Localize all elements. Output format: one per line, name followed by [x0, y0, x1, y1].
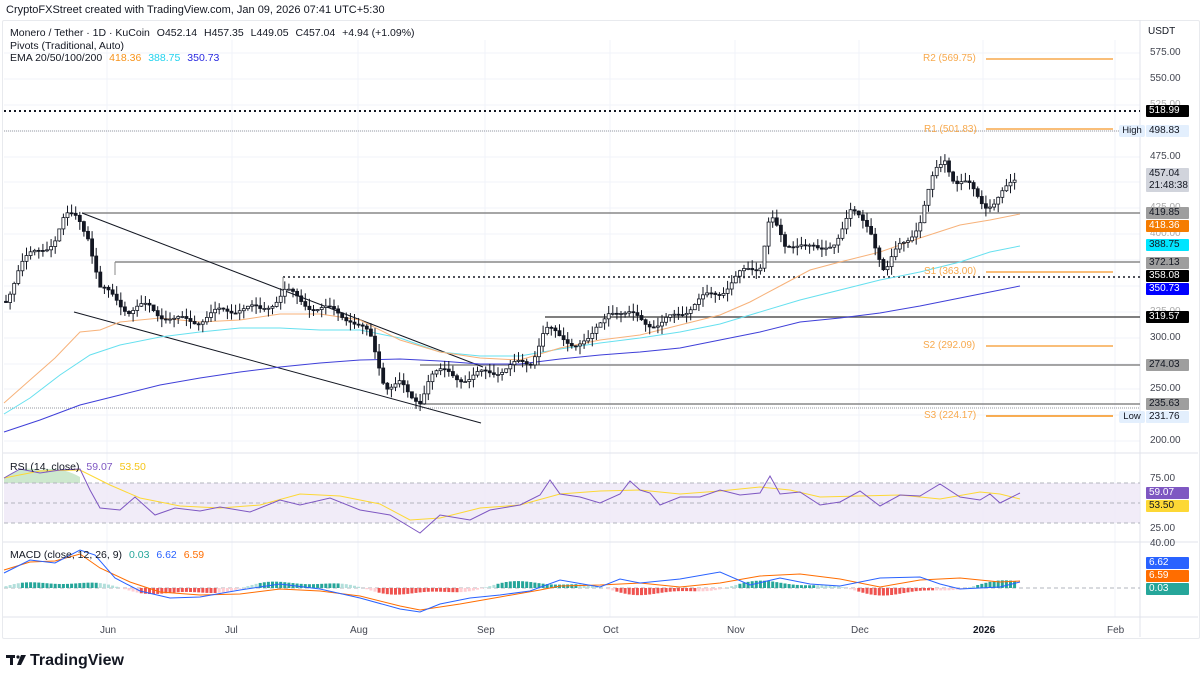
price-tick: 300.00 [1150, 332, 1181, 343]
time-tick-jul: Jul [225, 625, 238, 636]
macd-signal-line [3, 553, 1021, 611]
chart-frame [2, 20, 1200, 639]
rsi-ma-value: 53.50 [119, 461, 146, 473]
macd-tick: 40.00 [1150, 538, 1176, 549]
rsi-tag: 59.07 [1146, 487, 1189, 499]
pivot-s3-label: S3 (224.17) [924, 410, 977, 421]
support-resistance-lines[interactable] [4, 110, 1140, 409]
macd-hist-tag: 0.03 [1146, 583, 1189, 595]
bar-countdown: 21:48:38 [1149, 180, 1188, 191]
price-tick: 550.00 [1150, 73, 1181, 84]
rsi-legend[interactable]: RSI (14, close) 59.07 53.50 [10, 461, 150, 474]
pivot-lines [986, 58, 1113, 417]
time-tick-aug: Aug [350, 625, 368, 636]
ohlc-low: L449.05 [250, 27, 289, 39]
macd-signal-value: 6.59 [183, 549, 205, 561]
low-tag: 231.76 [1146, 411, 1189, 423]
high-tag: 498.83 [1146, 125, 1189, 137]
macd-value: 6.62 [156, 549, 177, 561]
rsi-tick: 25.00 [1150, 523, 1176, 534]
pivots-label: Pivots (Traditional, Auto) [10, 40, 124, 52]
price-grid [4, 52, 1140, 442]
ema100-line [3, 245, 1021, 415]
ohlc-high: H457.35 [204, 27, 244, 39]
macd-label: MACD (close, 12, 26, 9) [10, 549, 123, 561]
rsi-ma-tag: 53.50 [1146, 500, 1189, 512]
time-tick-jun: Jun [100, 625, 117, 636]
time-tick-oct: Oct [603, 625, 619, 636]
macd-line [3, 549, 1021, 613]
ema50-tag: 388.75 [1146, 239, 1189, 251]
ema100-tag: 350.73 [1146, 283, 1189, 295]
pivot-r2-label: R2 (569.75) [923, 53, 976, 64]
last-price-tag: 457.04 21:48:38 [1146, 168, 1189, 192]
ohlc-open: O452.14 [156, 27, 198, 39]
price-tick: 525.00 [1150, 99, 1181, 110]
macd-hist-value: 0.03 [128, 549, 150, 561]
price-tick: 250.00 [1150, 383, 1181, 394]
ema-legend[interactable]: EMA 20/50/100/200 418.36 388.75 350.73 [10, 52, 223, 65]
ema-label: EMA 20/50/100/200 [10, 52, 103, 64]
level-tag-274: 274.03 [1146, 359, 1189, 371]
rsi-value: 59.07 [86, 461, 113, 473]
tradingview-logo-icon [6, 655, 26, 665]
price-tick: 575.00 [1150, 47, 1181, 58]
level-tag-419: 419.85 [1146, 207, 1189, 219]
level-tag-372: 372.13 [1146, 257, 1189, 269]
ema50-line [3, 213, 1021, 404]
macd-legend[interactable]: MACD (close, 12, 26, 9) 0.03 6.62 6.59 [10, 549, 208, 562]
pivot-s1-label: S1 (363.00) [924, 266, 977, 277]
candlesticks[interactable] [4, 154, 1017, 412]
high-label: High [1119, 125, 1145, 137]
macd-signal-tag: 6.59 [1146, 570, 1189, 582]
ema200-line [3, 285, 1021, 433]
ema50-value: 388.75 [148, 52, 181, 64]
price-tick: 200.00 [1150, 435, 1181, 446]
rsi-line [3, 468, 1021, 534]
pivot-s2-label: S2 (292.09) [923, 340, 976, 351]
time-tick-dec: Dec [851, 625, 869, 636]
low-label: Low [1119, 411, 1145, 423]
rsi-tick: 75.00 [1150, 473, 1176, 484]
time-tick-2026: 2026 [973, 625, 996, 636]
price-tick: 400.00 [1150, 228, 1181, 239]
level-tag-518: 518.99 [1146, 105, 1189, 117]
ohlc-close: C457.04 [295, 27, 336, 39]
pivots-legend[interactable]: Pivots (Traditional, Auto) [10, 40, 128, 53]
level-tag-235: 235.63 [1146, 398, 1189, 410]
pivot-r1-label: R1 (501.83) [924, 124, 977, 135]
rsi-label: RSI (14, close) [10, 461, 80, 473]
tradingview-brand[interactable]: TradingView [30, 652, 124, 669]
last-price: 457.04 [1149, 168, 1180, 179]
level-tag-358: 358.08 [1146, 270, 1189, 282]
ohlc-change: +4.94 (+1.09%) [342, 27, 415, 39]
symbol-legend[interactable]: Monero / Tether · 1D · KuCoin O452.14 H4… [10, 27, 419, 40]
ema20-value: 418.36 [109, 52, 142, 64]
currency-label[interactable]: USDT [1148, 26, 1176, 37]
macd-tag: 6.62 [1146, 557, 1189, 569]
rsi-levels [4, 482, 1140, 524]
time-tick-nov: Nov [727, 625, 745, 636]
attribution: CryptoFXStreet created with TradingView.… [6, 4, 385, 16]
ema100-value: 350.73 [187, 52, 220, 64]
time-tick-sep: Sep [477, 625, 495, 636]
symbol-name: Monero / Tether · 1D · KuCoin [10, 27, 150, 39]
time-tick-feb: Feb [1107, 625, 1125, 636]
ema20-tag: 418.36 [1146, 220, 1189, 232]
level-tag-319: 319.57 [1146, 311, 1189, 323]
price-tick: 475.00 [1150, 151, 1181, 162]
